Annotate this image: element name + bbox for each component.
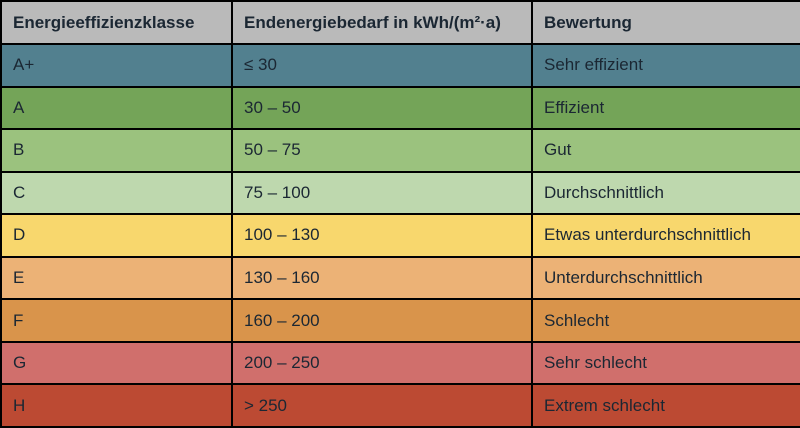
cell-bedarf: 130 – 160 (231, 255, 533, 301)
cell-bewertung: Sehr schlecht (531, 340, 800, 386)
table-body: A+ ≤ 30 Sehr effizient A 30 – 50 Effizient B 50… (0, 43, 800, 428)
column-header-energieeffizienzklasse: Energieeffizienzklasse (0, 0, 233, 45)
cell-bedarf: 160 – 200 (231, 298, 533, 343)
cell-bewertung: Gut (531, 128, 800, 173)
table-row: H > 250 Extrem schlecht (0, 383, 800, 428)
column-header-endenergiebedarf: Endenergiebedarf in kWh/(m²·a) (231, 0, 533, 45)
table-row: G 200 – 250 Sehr schlecht (0, 340, 800, 386)
cell-klasse: A+ (0, 43, 233, 88)
cell-bedarf: 100 – 130 (231, 213, 533, 258)
cell-klasse: E (0, 255, 233, 301)
cell-bewertung: Sehr effizient (531, 43, 800, 88)
cell-bedarf: 75 – 100 (231, 170, 533, 216)
table-row: B 50 – 75 Gut (0, 128, 800, 173)
cell-bedarf: 30 – 50 (231, 85, 533, 131)
table-row: F 160 – 200 Schlecht (0, 298, 800, 343)
cell-klasse: D (0, 213, 233, 258)
cell-bewertung: Durchschnittlich (531, 170, 800, 216)
table-row: D 100 – 130 Etwas unterdurchschnittlich (0, 213, 800, 258)
cell-klasse: C (0, 170, 233, 216)
cell-bedarf: ≤ 30 (231, 43, 533, 88)
header-row: Energieeffizienzklasse Endenergiebedarf … (0, 0, 800, 45)
cell-bewertung: Extrem schlecht (531, 383, 800, 428)
cell-bewertung: Effizient (531, 85, 800, 131)
cell-bewertung: Unterdurchschnittlich (531, 255, 800, 301)
cell-klasse: H (0, 383, 233, 428)
cell-bewertung: Etwas unterdurchschnittlich (531, 213, 800, 258)
cell-klasse: F (0, 298, 233, 343)
cell-bewertung: Schlecht (531, 298, 800, 343)
column-header-bewertung: Bewertung (531, 0, 800, 45)
cell-klasse: B (0, 128, 233, 173)
cell-bedarf: > 250 (231, 383, 533, 428)
table-row: A 30 – 50 Effizient (0, 85, 800, 131)
table-row: C 75 – 100 Durchschnittlich (0, 170, 800, 216)
cell-bedarf: 50 – 75 (231, 128, 533, 173)
cell-bedarf: 200 – 250 (231, 340, 533, 386)
table-row: A+ ≤ 30 Sehr effizient (0, 43, 800, 88)
cell-klasse: A (0, 85, 233, 131)
cell-klasse: G (0, 340, 233, 386)
table-row: E 130 – 160 Unterdurchschnittlich (0, 255, 800, 301)
